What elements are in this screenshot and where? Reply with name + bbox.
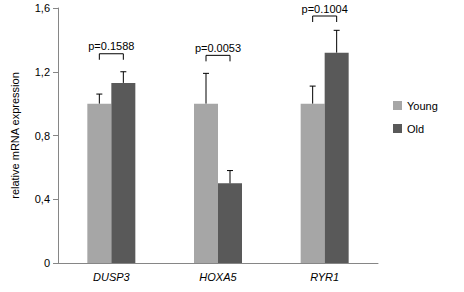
svg-text:RYR1: RYR1 — [310, 271, 339, 283]
svg-text:relative mRNA expression: relative mRNA expression — [9, 72, 21, 199]
svg-text:0: 0 — [44, 257, 50, 269]
svg-text:1,6: 1,6 — [35, 2, 50, 14]
svg-text:0,4: 0,4 — [35, 193, 50, 205]
svg-text:HOXA5: HOXA5 — [199, 271, 237, 283]
svg-text:p=0.1004: p=0.1004 — [302, 3, 348, 15]
svg-text:1,2: 1,2 — [35, 66, 50, 78]
svg-text:p=0.1588: p=0.1588 — [88, 40, 134, 52]
svg-text:DUSP3: DUSP3 — [93, 271, 131, 283]
svg-text:Young: Young — [407, 100, 438, 112]
svg-text:Old: Old — [407, 123, 424, 135]
svg-text:0,8: 0,8 — [35, 130, 50, 142]
svg-text:p=0.0053: p=0.0053 — [195, 42, 241, 54]
